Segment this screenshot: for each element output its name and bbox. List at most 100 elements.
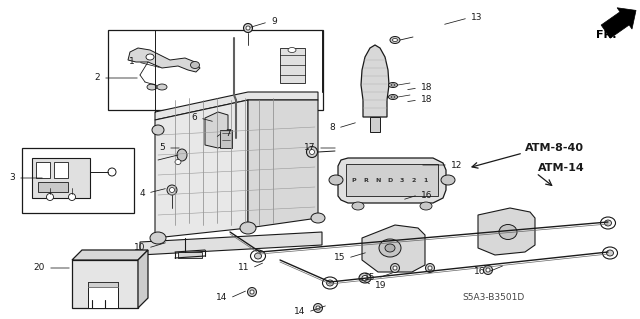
Ellipse shape bbox=[175, 160, 181, 165]
Bar bbox=[22, 148, 134, 213]
Ellipse shape bbox=[157, 84, 167, 90]
Ellipse shape bbox=[147, 84, 157, 90]
Text: 20: 20 bbox=[34, 263, 45, 272]
Ellipse shape bbox=[316, 306, 320, 310]
Text: 2: 2 bbox=[94, 73, 100, 83]
Text: 12: 12 bbox=[451, 160, 462, 169]
Ellipse shape bbox=[326, 280, 333, 286]
Ellipse shape bbox=[177, 149, 187, 161]
Text: 4: 4 bbox=[140, 189, 145, 197]
Text: ATM-14: ATM-14 bbox=[538, 163, 585, 173]
Bar bbox=[32, 158, 90, 198]
Text: 15: 15 bbox=[364, 273, 375, 283]
Ellipse shape bbox=[47, 194, 54, 201]
Ellipse shape bbox=[311, 213, 325, 223]
Ellipse shape bbox=[250, 290, 254, 294]
Ellipse shape bbox=[307, 146, 317, 158]
Text: 16: 16 bbox=[421, 190, 433, 199]
Ellipse shape bbox=[170, 188, 175, 192]
Text: 14: 14 bbox=[216, 293, 227, 302]
Ellipse shape bbox=[248, 287, 257, 296]
Polygon shape bbox=[478, 208, 535, 255]
Ellipse shape bbox=[152, 125, 164, 135]
Ellipse shape bbox=[441, 175, 455, 185]
Text: 5: 5 bbox=[159, 144, 165, 152]
Polygon shape bbox=[338, 158, 446, 203]
Ellipse shape bbox=[602, 247, 618, 259]
Ellipse shape bbox=[250, 250, 266, 262]
Ellipse shape bbox=[352, 202, 364, 210]
Ellipse shape bbox=[390, 263, 399, 272]
Text: 8: 8 bbox=[329, 123, 335, 132]
Ellipse shape bbox=[240, 222, 256, 234]
Text: 15: 15 bbox=[333, 254, 345, 263]
Text: FR.: FR. bbox=[596, 30, 616, 40]
Ellipse shape bbox=[150, 232, 166, 244]
Bar bbox=[220, 130, 232, 148]
Text: 17: 17 bbox=[303, 144, 315, 152]
Ellipse shape bbox=[167, 185, 177, 195]
Text: ATM-8-40: ATM-8-40 bbox=[525, 143, 584, 153]
Bar bbox=[88, 282, 118, 287]
Bar bbox=[88, 282, 118, 308]
Ellipse shape bbox=[390, 36, 400, 43]
Bar bbox=[346, 164, 438, 196]
Text: R: R bbox=[364, 177, 369, 182]
Ellipse shape bbox=[426, 263, 435, 272]
Ellipse shape bbox=[385, 244, 395, 252]
Text: 10: 10 bbox=[134, 243, 145, 253]
Text: 13: 13 bbox=[471, 13, 483, 23]
Polygon shape bbox=[155, 100, 248, 238]
Ellipse shape bbox=[314, 303, 323, 313]
Polygon shape bbox=[362, 225, 425, 272]
Text: 7: 7 bbox=[225, 129, 231, 137]
Ellipse shape bbox=[483, 265, 493, 275]
Text: 18: 18 bbox=[421, 84, 433, 93]
Ellipse shape bbox=[607, 250, 614, 256]
Polygon shape bbox=[72, 260, 138, 308]
Polygon shape bbox=[72, 250, 148, 260]
Bar bbox=[54, 162, 68, 178]
Polygon shape bbox=[140, 232, 322, 255]
Text: S5A3-B3501D: S5A3-B3501D bbox=[462, 293, 524, 302]
Text: 6: 6 bbox=[191, 114, 197, 122]
Ellipse shape bbox=[393, 266, 397, 270]
Ellipse shape bbox=[323, 277, 337, 289]
Ellipse shape bbox=[246, 26, 250, 30]
Polygon shape bbox=[248, 100, 318, 228]
Bar bbox=[38, 182, 68, 192]
Text: N: N bbox=[375, 177, 381, 182]
Ellipse shape bbox=[359, 273, 371, 283]
Bar bbox=[36, 162, 50, 178]
Ellipse shape bbox=[388, 83, 397, 87]
Ellipse shape bbox=[428, 266, 432, 270]
Ellipse shape bbox=[191, 62, 200, 69]
Ellipse shape bbox=[108, 168, 116, 176]
Polygon shape bbox=[138, 250, 148, 308]
Ellipse shape bbox=[499, 225, 517, 240]
Ellipse shape bbox=[146, 54, 154, 60]
Ellipse shape bbox=[255, 253, 262, 259]
Text: 18: 18 bbox=[421, 95, 433, 105]
Ellipse shape bbox=[243, 24, 253, 33]
Polygon shape bbox=[155, 92, 318, 120]
Ellipse shape bbox=[420, 202, 432, 210]
Text: 9: 9 bbox=[271, 18, 276, 26]
Polygon shape bbox=[205, 112, 228, 148]
Polygon shape bbox=[361, 45, 389, 117]
Ellipse shape bbox=[310, 150, 314, 154]
Ellipse shape bbox=[486, 268, 490, 272]
Ellipse shape bbox=[362, 276, 368, 280]
Text: 3: 3 bbox=[400, 177, 404, 182]
Ellipse shape bbox=[329, 175, 343, 185]
Text: 19: 19 bbox=[375, 280, 387, 290]
Ellipse shape bbox=[605, 220, 611, 226]
Text: D: D bbox=[387, 177, 392, 182]
Ellipse shape bbox=[388, 94, 397, 100]
Ellipse shape bbox=[288, 48, 296, 53]
Text: 1: 1 bbox=[424, 177, 428, 182]
Bar bbox=[280, 48, 305, 83]
Text: 16: 16 bbox=[474, 268, 485, 277]
Text: 2: 2 bbox=[412, 177, 416, 182]
Ellipse shape bbox=[391, 96, 395, 98]
